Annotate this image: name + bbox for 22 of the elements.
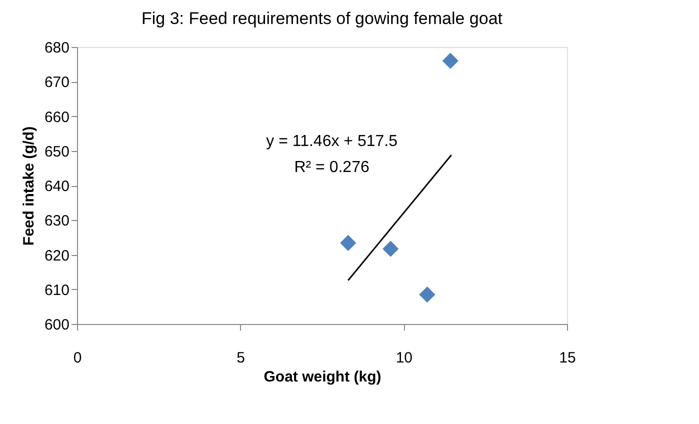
annotation: y = 11.46x + 517.5 — [266, 133, 398, 150]
y-tick-label: 640 — [44, 178, 70, 195]
chart-title: Fig 3: Feed requirements of gowing female goat — [142, 9, 503, 28]
point — [442, 52, 458, 69]
x-axis-title: Goat weight (kg) — [264, 368, 382, 386]
point — [419, 286, 436, 303]
x-tick-label: 10 — [396, 350, 413, 366]
y-tick-label: 650 — [44, 143, 70, 160]
y-tick-label: 610 — [44, 282, 70, 299]
x-tick-label: 5 — [236, 350, 246, 366]
y-tick-label: 680 — [44, 40, 70, 56]
y-axis-title: Feed intake (g/d) — [20, 126, 38, 246]
y-tick-label: 620 — [44, 247, 70, 264]
y-tick-label: 630 — [44, 212, 70, 230]
x-tick-label: 15 — [559, 350, 576, 366]
annotation: R² = 0.276 — [294, 159, 370, 176]
y-tick-label: 600 — [44, 316, 70, 334]
x-tick-label: 0 — [73, 350, 82, 366]
y-tick-label: 660 — [44, 108, 70, 126]
point — [382, 240, 399, 257]
y-tick-label: 670 — [44, 74, 70, 92]
point — [340, 234, 356, 252]
